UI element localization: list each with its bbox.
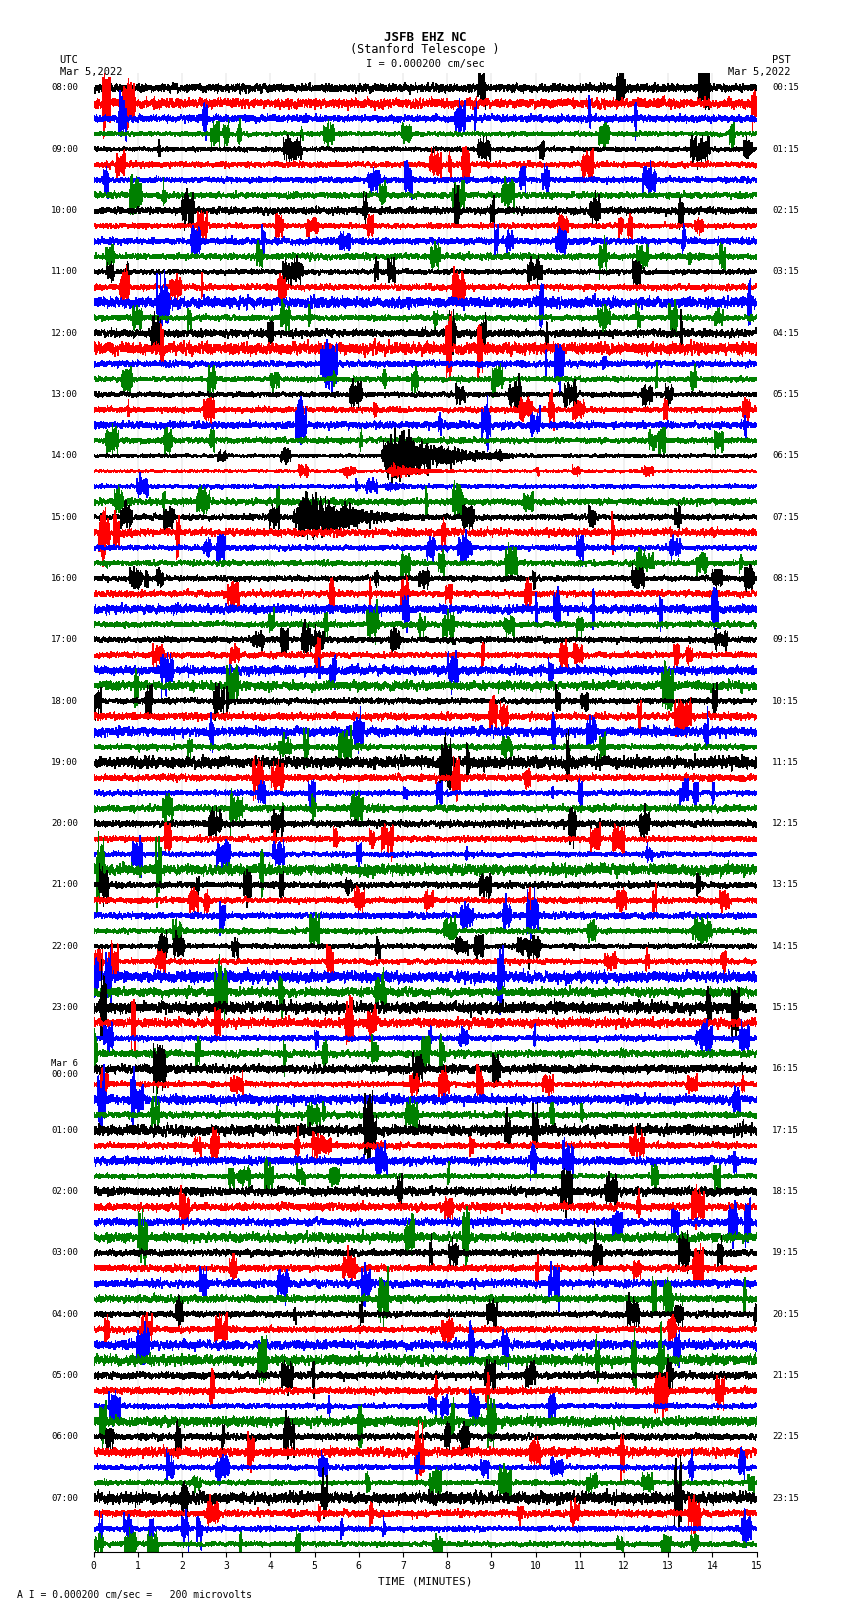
Text: 22:15: 22:15	[772, 1432, 799, 1442]
Text: A I = 0.000200 cm/sec =   200 microvolts: A I = 0.000200 cm/sec = 200 microvolts	[17, 1590, 252, 1600]
Text: 17:00: 17:00	[51, 636, 78, 644]
Text: 15:00: 15:00	[51, 513, 78, 521]
Text: 06:15: 06:15	[772, 452, 799, 460]
Text: 13:15: 13:15	[772, 881, 799, 889]
Text: 10:15: 10:15	[772, 697, 799, 705]
Text: 07:15: 07:15	[772, 513, 799, 521]
Text: 05:15: 05:15	[772, 390, 799, 398]
Text: 13:00: 13:00	[51, 390, 78, 398]
Text: 03:00: 03:00	[51, 1248, 78, 1257]
Text: Mar 5,2022: Mar 5,2022	[60, 68, 122, 77]
Text: (Stanford Telescope ): (Stanford Telescope )	[350, 44, 500, 56]
Text: 07:00: 07:00	[51, 1494, 78, 1503]
Text: 01:00: 01:00	[51, 1126, 78, 1134]
Text: 16:00: 16:00	[51, 574, 78, 582]
Text: 12:00: 12:00	[51, 329, 78, 337]
Text: 20:00: 20:00	[51, 819, 78, 827]
Text: 02:00: 02:00	[51, 1187, 78, 1195]
Text: 10:00: 10:00	[51, 206, 78, 215]
Text: 23:15: 23:15	[772, 1494, 799, 1503]
Text: 11:00: 11:00	[51, 268, 78, 276]
Text: 21:00: 21:00	[51, 881, 78, 889]
Text: 11:15: 11:15	[772, 758, 799, 766]
Text: 14:00: 14:00	[51, 452, 78, 460]
Text: 19:15: 19:15	[772, 1248, 799, 1257]
Text: 04:00: 04:00	[51, 1310, 78, 1318]
Text: PST: PST	[772, 55, 791, 65]
Text: JSFB EHZ NC: JSFB EHZ NC	[383, 31, 467, 44]
X-axis label: TIME (MINUTES): TIME (MINUTES)	[377, 1578, 473, 1587]
Text: 00:15: 00:15	[772, 84, 799, 92]
Text: 03:15: 03:15	[772, 268, 799, 276]
Text: 01:15: 01:15	[772, 145, 799, 153]
Text: 08:15: 08:15	[772, 574, 799, 582]
Text: 16:15: 16:15	[772, 1065, 799, 1073]
Text: 08:00: 08:00	[51, 84, 78, 92]
Text: Mar 6
00:00: Mar 6 00:00	[51, 1060, 78, 1079]
Text: 04:15: 04:15	[772, 329, 799, 337]
Text: 12:15: 12:15	[772, 819, 799, 827]
Text: 05:00: 05:00	[51, 1371, 78, 1381]
Text: 09:00: 09:00	[51, 145, 78, 153]
Text: 19:00: 19:00	[51, 758, 78, 766]
Text: 20:15: 20:15	[772, 1310, 799, 1318]
Text: 18:15: 18:15	[772, 1187, 799, 1195]
Text: I = 0.000200 cm/sec: I = 0.000200 cm/sec	[366, 60, 484, 69]
Text: UTC: UTC	[60, 55, 78, 65]
Text: 23:00: 23:00	[51, 1003, 78, 1011]
Text: 06:00: 06:00	[51, 1432, 78, 1442]
Text: 17:15: 17:15	[772, 1126, 799, 1134]
Text: 21:15: 21:15	[772, 1371, 799, 1381]
Text: 09:15: 09:15	[772, 636, 799, 644]
Text: 22:00: 22:00	[51, 942, 78, 950]
Text: 14:15: 14:15	[772, 942, 799, 950]
Text: 18:00: 18:00	[51, 697, 78, 705]
Text: 02:15: 02:15	[772, 206, 799, 215]
Text: 15:15: 15:15	[772, 1003, 799, 1011]
Text: Mar 5,2022: Mar 5,2022	[728, 68, 791, 77]
